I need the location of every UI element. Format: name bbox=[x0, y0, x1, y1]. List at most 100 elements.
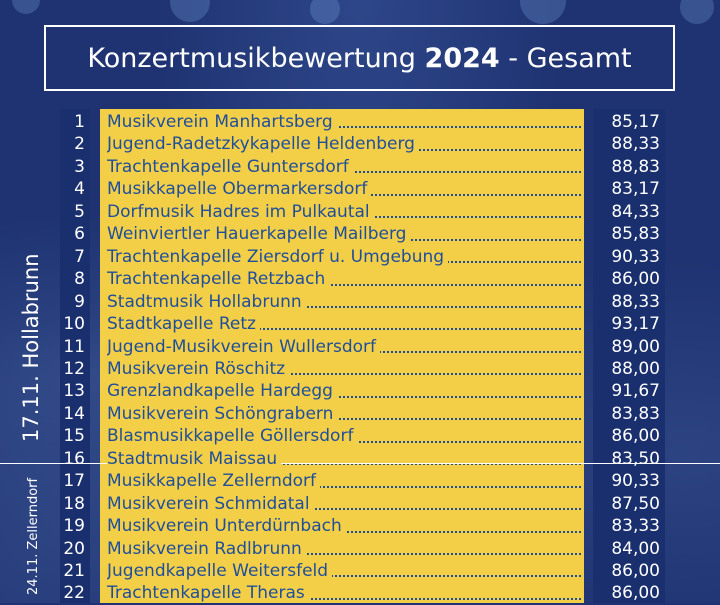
result-row: 21 Jugendkapelle Weitersfeld 86,00 bbox=[0, 560, 720, 582]
band-name: Musikverein Radlbrunn bbox=[107, 538, 306, 559]
band-name-cell: Grenzlandkapelle Hardegg bbox=[107, 380, 581, 402]
title-year: 2024 bbox=[424, 42, 500, 74]
result-row: 4 Musikkapelle Obermarkersdorf 83,17 bbox=[0, 178, 720, 200]
result-row: 14 Musikverein Schöngrabern 83,83 bbox=[0, 403, 720, 425]
leader-dots bbox=[107, 552, 581, 555]
rank-number: 18 bbox=[63, 493, 85, 514]
decor-bubble bbox=[12, 0, 40, 14]
leader-dots bbox=[107, 508, 581, 511]
band-name: Jugend-Musikverein Wullersdorf bbox=[107, 336, 380, 357]
rank-number: 22 bbox=[63, 583, 85, 604]
band-name-cell: Musikverein Manhartsberg bbox=[107, 111, 581, 133]
score-value: 86,00 bbox=[611, 561, 660, 581]
score-value: 90,33 bbox=[611, 246, 660, 267]
leader-dots bbox=[107, 463, 581, 466]
band-name-cell: Jugend-Musikverein Wullersdorf bbox=[107, 336, 581, 358]
band-name: Musikverein Röschitz bbox=[107, 358, 290, 379]
rank-column bbox=[60, 109, 90, 603]
rank-number: 9 bbox=[74, 291, 85, 312]
band-name: Grenzlandkapelle Hardegg bbox=[107, 381, 337, 402]
band-name: Trachtenkapelle Guntersdorf bbox=[107, 156, 353, 177]
band-name: Stadtmusik Maissau bbox=[107, 448, 282, 469]
band-name-cell: Musikverein Radlbrunn bbox=[107, 538, 581, 560]
leader-dots bbox=[107, 597, 581, 600]
score-value: 87,50 bbox=[611, 493, 660, 514]
score-column bbox=[593, 109, 665, 603]
score-value: 91,67 bbox=[611, 381, 660, 402]
decor-bubble bbox=[170, 0, 210, 22]
score-value: 83,33 bbox=[611, 516, 660, 537]
band-name: Stadtmusik Hollabrunn bbox=[107, 291, 306, 312]
result-row: 15 Blasmusikkapelle Göllersdorf 86,00 bbox=[0, 425, 720, 447]
rank-number: 13 bbox=[63, 381, 85, 402]
band-name: Jugendkapelle Weitersfeld bbox=[107, 561, 333, 581]
score-value: 85,17 bbox=[611, 112, 660, 132]
band-name: Musikverein Schmidatal bbox=[107, 493, 314, 514]
result-row: 20 Musikverein Radlbrunn 84,00 bbox=[0, 538, 720, 560]
band-name-cell: Musikverein Röschitz bbox=[107, 358, 581, 380]
rank-number: 19 bbox=[63, 516, 85, 537]
band-name-cell: Trachtenkapelle Guntersdorf bbox=[107, 156, 581, 178]
section-label-zellerndorf: 24.11. Zellerndorf bbox=[26, 477, 41, 595]
section-divider bbox=[0, 463, 720, 464]
band-name-cell: Musikverein Unterdürnbach bbox=[107, 515, 581, 537]
band-name-cell: Trachtenkapelle Theras bbox=[107, 582, 581, 604]
rank-number: 12 bbox=[63, 358, 85, 379]
band-name-cell: Musikkapelle Obermarkersdorf bbox=[107, 178, 581, 200]
result-row: 10 Stadtkapelle Retz 93,17 bbox=[0, 313, 720, 335]
result-row: 22 Trachtenkapelle Theras 86,00 bbox=[0, 582, 720, 604]
band-name: Trachtenkapelle Retzbach bbox=[107, 269, 330, 290]
result-row: 2 Jugend-Radetzkykapelle Heldenberg 88,33 bbox=[0, 133, 720, 155]
score-value: 88,00 bbox=[611, 358, 660, 379]
band-name: Weinviertler Hauerkapelle Mailberg bbox=[107, 224, 411, 245]
band-name: Musikverein Schöngrabern bbox=[107, 403, 338, 424]
score-value: 86,00 bbox=[611, 269, 660, 290]
score-value: 86,00 bbox=[611, 583, 660, 604]
score-value: 85,83 bbox=[611, 224, 660, 245]
rank-number: 10 bbox=[63, 314, 85, 335]
band-name-cell: Jugendkapelle Weitersfeld bbox=[107, 560, 581, 582]
rank-number: 15 bbox=[63, 426, 85, 447]
band-name-cell: Blasmusikkapelle Göllersdorf bbox=[107, 425, 581, 447]
band-name: Stadtkapelle Retz bbox=[107, 314, 260, 335]
score-value: 84,33 bbox=[611, 201, 660, 222]
rank-number: 17 bbox=[63, 471, 85, 492]
result-row: 17 Musikkapelle Zellerndorf 90,33 bbox=[0, 470, 720, 492]
rank-number: 11 bbox=[63, 336, 85, 357]
leader-dots bbox=[107, 395, 581, 398]
result-row: 3 Trachtenkapelle Guntersdorf 88,83 bbox=[0, 156, 720, 178]
result-row: 13 Grenzlandkapelle Hardegg 91,67 bbox=[0, 380, 720, 402]
leader-dots bbox=[107, 485, 581, 488]
leader-dots bbox=[107, 418, 581, 421]
result-row: 18 Musikverein Schmidatal 87,50 bbox=[0, 493, 720, 515]
rank-number: 21 bbox=[63, 561, 85, 581]
section-label-hollabrunn: 17.11. Hollabrunn bbox=[19, 253, 43, 442]
score-value: 88,33 bbox=[611, 134, 660, 155]
band-name: Musikverein Unterdürnbach bbox=[107, 516, 346, 537]
rank-number: 20 bbox=[63, 538, 85, 559]
band-name-cell: Jugend-Radetzkykapelle Heldenberg bbox=[107, 133, 581, 155]
band-name-cell: Weinviertler Hauerkapelle Mailberg bbox=[107, 223, 581, 245]
leader-dots bbox=[107, 328, 581, 331]
score-value: 83,50 bbox=[611, 448, 660, 469]
rank-number: 5 bbox=[74, 201, 85, 222]
result-row: 7 Trachtenkapelle Ziersdorf u. Umgebung 90… bbox=[0, 246, 720, 268]
band-name: Blasmusikkapelle Göllersdorf bbox=[107, 426, 358, 447]
band-name-cell: Trachtenkapelle Ziersdorf u. Umgebung bbox=[107, 246, 581, 268]
rank-number: 4 bbox=[74, 179, 85, 200]
result-row: 19 Musikverein Unterdürnbach 83,33 bbox=[0, 515, 720, 537]
title-suffix: - Gesamt bbox=[508, 42, 632, 74]
leader-dots bbox=[107, 283, 581, 286]
leader-dots bbox=[107, 373, 581, 376]
rank-number: 7 bbox=[74, 246, 85, 267]
result-row: 11 Jugend-Musikverein Wullersdorf 89,00 bbox=[0, 336, 720, 358]
score-value: 90,33 bbox=[611, 471, 660, 492]
leader-dots bbox=[107, 126, 581, 129]
rank-number: 2 bbox=[74, 134, 85, 155]
band-name: Musikkapelle Obermarkersdorf bbox=[107, 179, 372, 200]
rank-number: 8 bbox=[74, 269, 85, 290]
score-value: 83,17 bbox=[611, 179, 660, 200]
band-name-cell: Dorfmusik Hadres im Pulkautal bbox=[107, 201, 581, 223]
score-value: 88,83 bbox=[611, 156, 660, 177]
band-name: Jugend-Radetzkykapelle Heldenberg bbox=[107, 134, 419, 155]
